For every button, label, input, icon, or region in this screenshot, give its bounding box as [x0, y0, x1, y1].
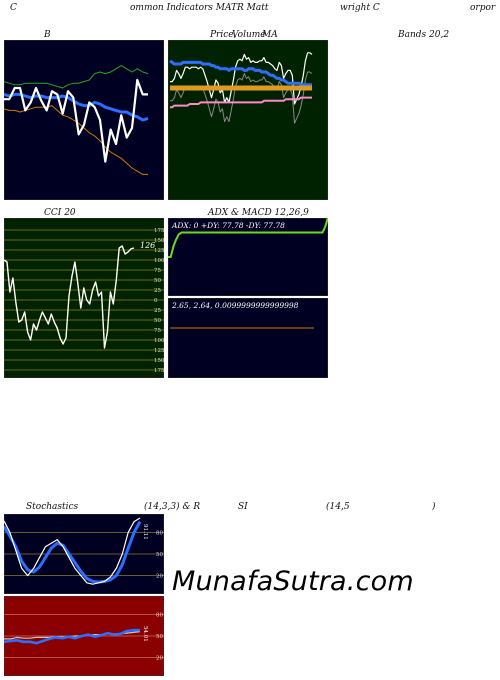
- bollinger-chart: [4, 40, 164, 200]
- header-left: C: [10, 3, 17, 13]
- macd-background: [168, 298, 328, 378]
- stoch-title: Stochastics: [26, 502, 79, 512]
- stoch-tick-label: 20: [156, 574, 163, 580]
- upper-band-line: [4, 65, 149, 89]
- middle-band-line: [4, 92, 149, 122]
- price-line: [4, 78, 148, 163]
- volume-title: Volume: [232, 30, 266, 40]
- rsi-last-value: 54.01: [142, 626, 148, 642]
- price-title: Price,: [210, 30, 237, 40]
- rsi-tick-label: 20: [156, 656, 163, 662]
- watermark: MunafaSutra.com: [172, 566, 414, 597]
- macd-panel: 2.65, 2.64, 0.0099999999999998: [168, 298, 328, 378]
- cci-tick-label: 175: [154, 368, 164, 374]
- cci-tick-label: 125: [154, 348, 164, 354]
- ma-blue-line: [169, 59, 312, 87]
- stoch-tick-label: 80: [156, 530, 163, 536]
- bollinger-background: [4, 40, 164, 200]
- cci-tick-label: 75: [154, 268, 161, 274]
- cci-tick-label: 100: [154, 258, 164, 264]
- cci-tick-label: 150: [154, 238, 164, 244]
- cci-tick-label: 75: [154, 328, 161, 334]
- cci-tick-label: 125: [154, 248, 164, 254]
- cci-tick-label: 50: [154, 278, 161, 284]
- stoch-params: (14,3,3) & R: [144, 502, 201, 512]
- bollinger-panel: [4, 40, 164, 200]
- adx-background: [168, 218, 328, 296]
- rsi-tick-label: 80: [156, 612, 163, 618]
- header-right2: orpor: [470, 3, 496, 13]
- rsi-chart: 80 50 20 54.01: [4, 596, 164, 676]
- rsi-params: (14,5: [326, 502, 350, 512]
- rsi-title: SI: [238, 502, 248, 512]
- stochastics-chart: 80 50 20 91.11: [4, 514, 164, 594]
- ma-title: MA: [262, 30, 278, 40]
- macd-chart: 2.65, 2.64, 0.0099999999999998: [168, 298, 328, 378]
- header-right1: wright C: [340, 3, 380, 13]
- stoch-d-line: [4, 520, 142, 584]
- adx-chart: ADX: 0 +DY: 77.78 -DY: 77.78: [168, 218, 328, 296]
- adx-readout: ADX: 0 +DY: 77.78 -DY: 77.78: [171, 221, 285, 230]
- ma-pink-line: [170, 96, 312, 109]
- adx-panel: ADX: 0 +DY: 77.78 -DY: 77.78: [168, 218, 328, 296]
- macd-readout: 2.65, 2.64, 0.0099999999999998: [171, 301, 299, 310]
- cci-title: CCI 20: [44, 208, 76, 218]
- cci-background: [4, 218, 164, 378]
- header-mid: ommon Indicators MATR Matt: [130, 3, 269, 13]
- price-ma-chart: [168, 40, 328, 200]
- rsi-tick-label: 50: [156, 634, 163, 640]
- adx-macd-title: ADX & MACD 12,26,9: [208, 208, 309, 218]
- cci-line: [4, 245, 135, 349]
- rsi-panel: 80 50 20 54.01: [4, 596, 164, 676]
- cci-tick-label: 50: [154, 318, 161, 324]
- cci-last-value: 126: [140, 241, 155, 250]
- stoch-last-value: 91.11: [142, 524, 148, 540]
- cci-tick-label: 25: [154, 308, 161, 314]
- bands-title: Bands 20,2: [398, 30, 450, 40]
- stoch-panel: 80 50 20 91.11: [4, 514, 164, 594]
- stoch-k-line: [4, 517, 141, 585]
- cci-chart: 175 150 125 100 75 50 25 0 25 50 75 100 125 150 175 126: [4, 218, 164, 378]
- cci-tick-label: 25: [154, 288, 161, 294]
- cci-tick-label: 0: [154, 298, 158, 304]
- bollinger-title: B: [44, 30, 51, 40]
- cci-panel: 175 150 125 100 75 50 25 0 25 50 75 100 125 150 175 126: [4, 218, 164, 378]
- cci-tick-label: 150: [154, 358, 164, 364]
- cci-tick-label: 100: [154, 338, 164, 344]
- adx-line: [168, 218, 328, 258]
- price-line: [170, 52, 313, 105]
- price-ma-panel: [168, 40, 328, 200]
- rsi-params-close: ): [432, 502, 436, 512]
- cci-tick-label: 175: [154, 228, 164, 234]
- rsi-ma-line: [4, 628, 140, 645]
- stoch-tick-label: 50: [156, 552, 163, 558]
- price-ma-background: [168, 40, 328, 200]
